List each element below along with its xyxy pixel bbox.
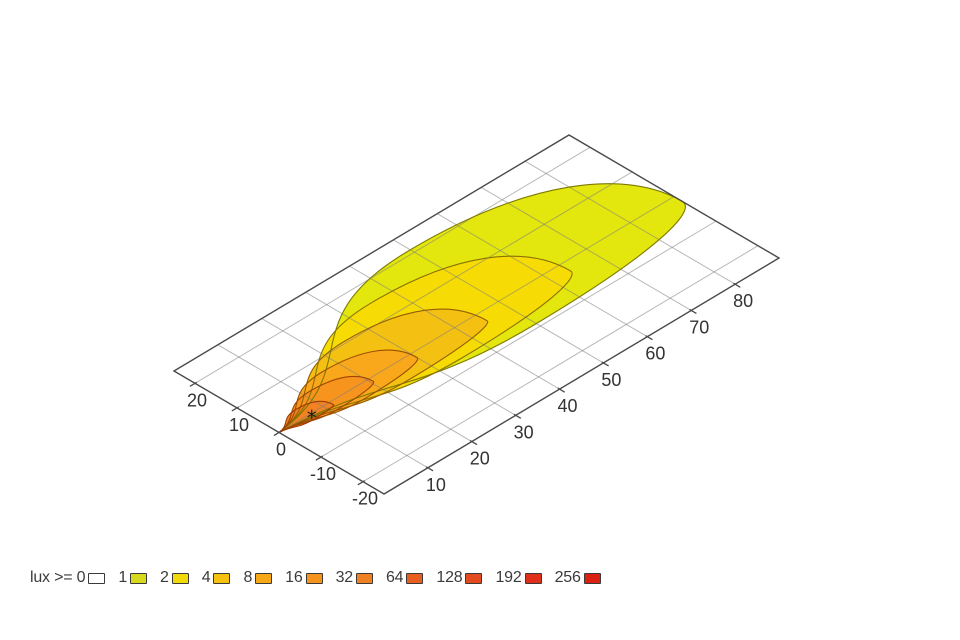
y-tick-label--10: -10 xyxy=(310,464,336,484)
y-tick--20 xyxy=(357,480,366,486)
y-tick-0 xyxy=(273,430,282,437)
y-tick--10 xyxy=(315,455,324,461)
legend-swatch-128 xyxy=(465,572,483,584)
legend-label-2: 2 xyxy=(160,569,169,586)
grid-line-v-20 xyxy=(362,245,759,483)
x-tick-70 xyxy=(689,308,697,315)
legend-item-prefix: lux >= 0 xyxy=(30,569,106,587)
legend-swatch-1 xyxy=(130,572,148,584)
x-tick-label-10: 10 xyxy=(426,475,446,495)
legend-swatch-16 xyxy=(305,572,323,584)
legend-item-64: 64 xyxy=(385,569,424,587)
x-tick-50 xyxy=(601,361,609,367)
legend-label-128: 128 xyxy=(436,569,463,586)
x-tick-label-60: 60 xyxy=(645,344,665,364)
legend-item-2: 2 xyxy=(160,569,189,587)
legend-label-4: 4 xyxy=(201,569,211,586)
x-tick-60 xyxy=(645,335,653,341)
legend-label-32: 32 xyxy=(335,569,354,586)
x-tick-30 xyxy=(513,413,522,419)
contour-line-2lux xyxy=(278,255,573,433)
legend-label-1: 1 xyxy=(118,569,128,586)
legend-label-192: 192 xyxy=(495,569,522,586)
contour-line-4lux xyxy=(278,308,489,433)
grid-line-v10 xyxy=(236,171,633,409)
x-tick-40 xyxy=(557,387,566,393)
beam-center-marker: * xyxy=(307,406,317,430)
legend-label-8: 8 xyxy=(243,569,253,586)
legend-label-16: 16 xyxy=(285,569,303,586)
x-tick-10 xyxy=(425,466,434,472)
legend-label-prefix: lux >= 0 xyxy=(30,569,86,586)
legend-item-4: 4 xyxy=(202,569,231,587)
legend-label-256: 256 xyxy=(554,569,581,586)
legend-item-16: 16 xyxy=(285,569,323,587)
y-tick-label-0: 0 xyxy=(276,440,286,460)
y-tick-20 xyxy=(189,381,198,387)
grid-line-v-10 xyxy=(320,220,717,458)
x-tick-label-20: 20 xyxy=(470,449,490,469)
legend-swatch-8 xyxy=(255,572,273,584)
y-tick-label-20: 20 xyxy=(187,390,207,410)
legend-swatch-2 xyxy=(171,572,189,584)
legend-item-256: 256 xyxy=(555,569,601,587)
legend-item-128: 128 xyxy=(436,569,483,587)
legend-swatch-64 xyxy=(406,572,424,584)
x-tick-20 xyxy=(469,439,478,446)
legend-label-64: 64 xyxy=(385,569,404,586)
y-tick-10 xyxy=(231,406,240,412)
contour-line-8lux xyxy=(278,349,419,433)
y-tick-label--20: -20 xyxy=(352,489,378,509)
legend-swatch-32 xyxy=(355,572,373,584)
legend-swatch-4 xyxy=(213,572,231,584)
legend-swatch-192 xyxy=(524,572,542,584)
contour-line-32lux xyxy=(278,400,335,433)
grid-line-v20 xyxy=(194,146,591,384)
legend-swatch-256 xyxy=(583,572,601,584)
legend-item-1: 1 xyxy=(118,569,148,587)
y-tick-label-10: 10 xyxy=(229,415,249,435)
x-tick-label-70: 70 xyxy=(689,317,709,337)
legend-item-32: 32 xyxy=(336,569,373,587)
contour-line-16lux xyxy=(278,375,375,433)
legend-item-8: 8 xyxy=(243,569,273,587)
x-tick-80 xyxy=(733,282,741,288)
legend: lux >= 0 1 2 4 8 16 32 64 128 192 256 xyxy=(30,569,614,587)
x-tick-label-50: 50 xyxy=(601,370,621,390)
x-tick-label-30: 30 xyxy=(514,422,534,442)
legend-item-192: 192 xyxy=(495,569,542,587)
x-tick-label-40: 40 xyxy=(558,396,578,416)
grid-line-v0 xyxy=(278,196,675,433)
legend-swatch-0 xyxy=(88,572,106,584)
x-tick-label-80: 80 xyxy=(733,291,753,311)
